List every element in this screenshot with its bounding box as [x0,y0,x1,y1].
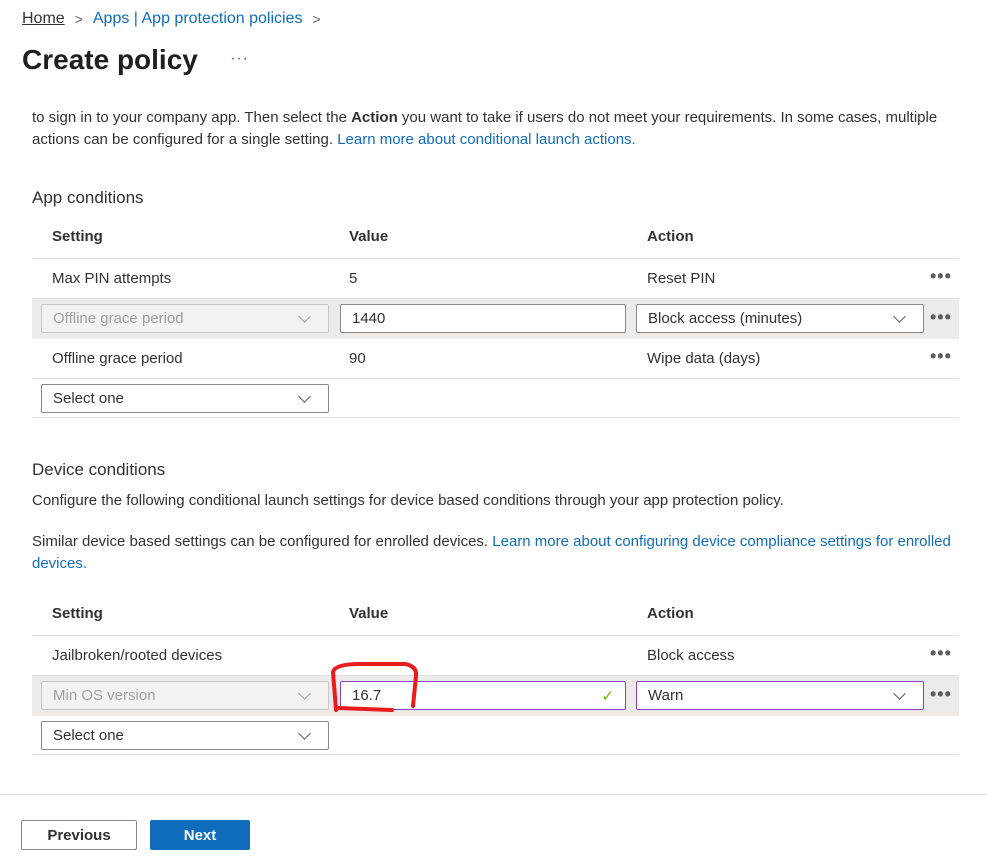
more-options-icon[interactable]: ··· [230,50,249,67]
action-dropdown[interactable]: Warn [636,681,924,710]
dropdown-value: Block access (minutes) [648,310,803,327]
app-conditions-title: App conditions [32,188,144,207]
row-action: Block access [647,647,735,664]
learn-more-link[interactable]: Learn more about conditional launch acti… [337,131,636,148]
input-value: 16.7 [352,687,382,704]
row-more-icon[interactable]: ••• [930,307,952,327]
header-setting: Setting [52,228,103,245]
checkmark-icon: ✓ [601,687,614,705]
dropdown-placeholder: Select one [53,390,124,407]
row-setting: Offline grace period [52,350,183,367]
header-action: Action [647,605,694,622]
select-one-dropdown[interactable]: Select one [41,384,329,413]
breadcrumb-apps[interactable]: Apps | App protection policies [92,10,303,27]
value-input[interactable]: 1440 [340,304,626,333]
chevron-right-icon: > [312,11,321,27]
setting-dropdown[interactable]: Min OS version [41,681,329,710]
header-value: Value [349,605,389,622]
row-action: Wipe data (days) [647,350,761,367]
setting-dropdown[interactable]: Offline grace period [41,304,329,333]
note-text: Similar device based settings can be con… [32,533,493,550]
chevron-right-icon: > [74,11,83,27]
previous-button[interactable]: Previous [21,820,137,850]
header-setting: Setting [52,605,103,622]
device-conditions-title: Device conditions [32,460,166,479]
row-value: 90 [349,350,366,367]
row-more-icon[interactable]: ••• [930,346,952,366]
action-dropdown[interactable]: Block access (minutes) [636,304,924,333]
breadcrumb-home[interactable]: Home [22,10,65,27]
intro-bold: Action [351,109,398,126]
row-setting: Jailbroken/rooted devices [52,647,223,664]
row-setting: Max PIN attempts [52,270,172,287]
dropdown-value: Offline grace period [53,310,184,327]
row-more-icon[interactable]: ••• [930,684,952,704]
input-value: 1440 [352,310,386,327]
row-action: Reset PIN [647,270,716,287]
dropdown-placeholder: Select one [53,727,124,744]
header-value: Value [349,228,389,245]
intro-text: to sign in to your company app. Then sel… [32,107,957,151]
device-note: Similar device based settings can be con… [32,531,957,575]
breadcrumb: Home > Apps | App protection policies > [22,10,321,28]
dropdown-value: Warn [648,687,684,704]
intro-text-2: you want to take if users do not meet yo… [32,109,938,148]
row-more-icon[interactable]: ••• [930,266,952,286]
intro-text-1: to sign in to your company app. Then sel… [32,109,352,126]
row-more-icon[interactable]: ••• [930,643,952,663]
dropdown-value: Min OS version [53,687,156,704]
next-button[interactable]: Next [150,820,250,850]
select-one-dropdown[interactable]: Select one [41,721,329,750]
device-compliance-link[interactable]: Learn more about configuring device comp… [32,533,951,572]
header-action: Action [647,228,694,245]
device-desc: Configure the following conditional laun… [32,492,784,509]
min-os-version-input[interactable]: 16.7 ✓ [340,681,626,710]
row-value: 5 [349,270,358,287]
page-title: Create policy [22,44,198,75]
